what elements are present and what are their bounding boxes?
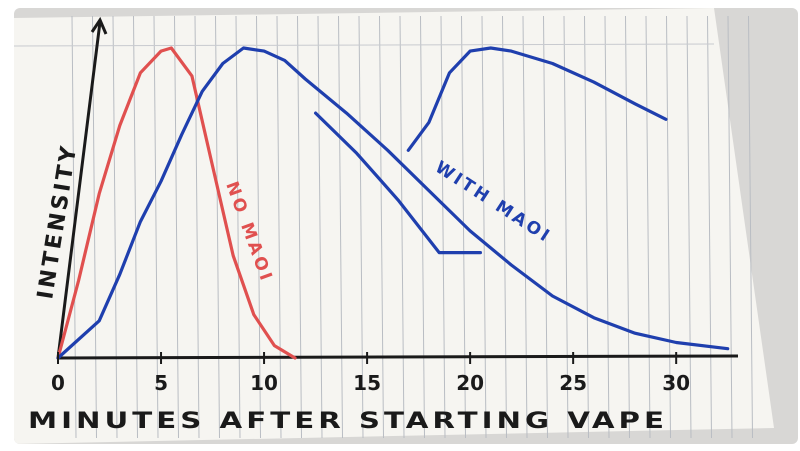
series-line-1 <box>56 46 730 360</box>
grid-line <box>748 15 753 439</box>
grid-line <box>563 15 569 439</box>
grid-line <box>420 15 425 439</box>
grid-line <box>481 15 487 439</box>
grid-line <box>379 15 384 439</box>
grid-line <box>358 15 364 439</box>
paper-sheet <box>14 8 774 444</box>
grid-line <box>625 15 630 439</box>
x-tick-label: 5 <box>154 371 168 395</box>
y-axis <box>56 21 102 359</box>
grid-line <box>235 15 241 439</box>
x-tick-label: 20 <box>456 371 484 395</box>
series-layer <box>56 46 730 360</box>
series-line-2 <box>406 46 668 152</box>
grid-line <box>707 15 712 439</box>
grid-line <box>215 15 220 439</box>
x-axis <box>57 354 739 360</box>
grid-line <box>14 43 715 47</box>
grid-line <box>604 15 610 439</box>
series-line-3 <box>314 111 482 255</box>
grid-line <box>666 15 671 439</box>
x-tick-label: 0 <box>51 371 65 395</box>
x-tick-label: 10 <box>250 371 278 395</box>
grid-line <box>645 15 651 439</box>
grid-lines <box>14 15 753 439</box>
grid-line <box>338 15 343 439</box>
x-tick-labels: 0 5 10 15 20 25 30 <box>51 352 690 395</box>
grid-line <box>399 15 405 439</box>
grid-line <box>297 15 302 439</box>
grid-line <box>543 15 548 439</box>
grid-line <box>317 15 323 439</box>
grid-line <box>276 15 282 439</box>
grid-line <box>461 15 466 439</box>
grid-line <box>686 15 692 439</box>
x-tick-label: 25 <box>559 371 587 395</box>
grid-line <box>502 15 507 439</box>
chart-svg: 0 5 10 15 20 25 30 INTENSITY MINUTES AFTER STA… <box>14 8 774 444</box>
grid-line <box>522 15 528 439</box>
grid-line <box>153 15 159 439</box>
grid-line <box>112 15 118 439</box>
y-axis-arrow <box>90 16 108 35</box>
grid-line <box>256 15 261 439</box>
x-tick-label: 15 <box>353 371 381 395</box>
x-tick-label: 30 <box>662 371 690 395</box>
grid-line <box>584 15 589 439</box>
whiteboard-photo: 0 5 10 15 20 25 30 INTENSITY MINUTES AFTER STA… <box>14 8 798 444</box>
grid-line <box>174 15 179 439</box>
grid-line <box>727 15 733 439</box>
grid-line <box>440 15 446 439</box>
series-line-0 <box>56 46 297 360</box>
x-axis-label: MINUTES AFTER STARTING VAPE <box>28 409 668 434</box>
